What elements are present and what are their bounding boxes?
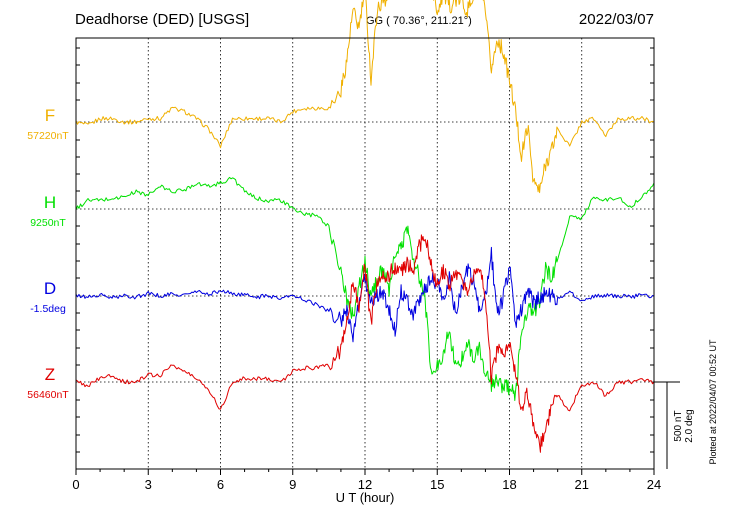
trace-H: [75, 176, 655, 401]
station-coords: GG ( 70.36°, 211.21°): [366, 15, 472, 27]
plot-grid: [147, 38, 583, 469]
x-tick-label-12: 12: [358, 477, 372, 492]
trace-Z: [75, 234, 655, 453]
series-name-H: H: [44, 193, 56, 212]
x-axis: 0 3 6 9 12 15 18 21 24: [72, 47, 661, 492]
series-name-F: F: [45, 106, 55, 125]
x-tick-label-24: 24: [647, 477, 661, 492]
series-name-Z: Z: [45, 365, 55, 384]
series-labels: F 57220nT H 9250nT D -1.5deg Z 56460nT: [27, 106, 69, 401]
trace-D: [75, 246, 655, 343]
series-name-D: D: [44, 279, 56, 298]
x-tick-label-6: 6: [217, 477, 224, 492]
series-baseline-F: 57220nT: [27, 130, 69, 142]
baseline-lines: [76, 121, 654, 383]
series-baseline-Z: 56460nT: [27, 389, 69, 401]
series-baseline-H: 9250nT: [30, 217, 66, 229]
chart-date: 2022/03/07: [579, 11, 654, 28]
x-axis-label: U T (hour): [336, 490, 395, 505]
x-tick-label-9: 9: [289, 477, 296, 492]
x-tick-label-3: 3: [145, 477, 152, 492]
scale-bar: 500 nT 2.0 deg: [654, 381, 695, 469]
x-tick-label-0: 0: [72, 477, 79, 492]
series-baseline-D: -1.5deg: [30, 303, 66, 315]
x-tick-label-18: 18: [502, 477, 516, 492]
station-title: Deadhorse (DED) [USGS]: [75, 11, 249, 28]
scale-nt-label: 500 nT: [673, 410, 684, 441]
x-tick-label-21: 21: [575, 477, 589, 492]
x-tick-label-15: 15: [430, 477, 444, 492]
scale-deg-label: 2.0 deg: [684, 409, 695, 442]
trace-F: [75, 0, 655, 194]
plotted-timestamp: Plotted at 2022/04/07 00:52 UT: [708, 339, 718, 465]
series-traces: [75, 0, 655, 453]
